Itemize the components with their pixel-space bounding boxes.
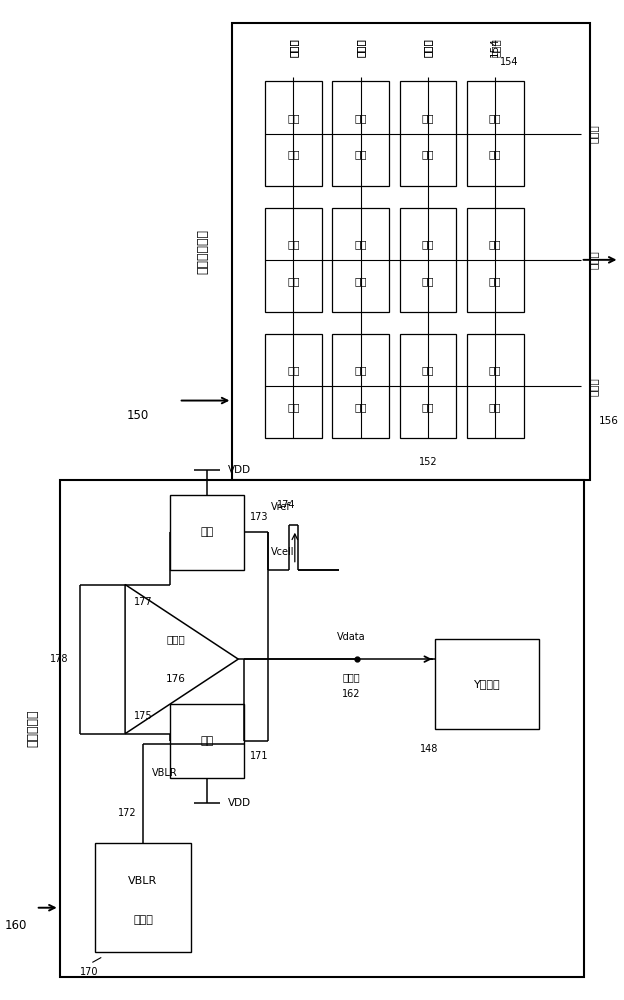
Text: 感测放大器: 感测放大器	[26, 710, 39, 747]
FancyBboxPatch shape	[333, 208, 389, 312]
Text: 存储: 存储	[354, 239, 367, 249]
Text: 176: 176	[166, 674, 186, 684]
Text: 单元: 单元	[287, 149, 300, 159]
FancyBboxPatch shape	[467, 81, 524, 186]
Text: 行位线: 行位线	[589, 124, 599, 143]
Text: 单元: 单元	[422, 402, 434, 412]
Text: 单元: 单元	[354, 149, 367, 159]
Text: 存储: 存储	[354, 365, 367, 375]
Text: 存储: 存储	[489, 239, 502, 249]
FancyBboxPatch shape	[435, 639, 539, 729]
Text: 170: 170	[80, 967, 99, 977]
Text: 单元: 单元	[422, 276, 434, 286]
Text: 178: 178	[50, 654, 69, 664]
Text: 存储: 存储	[287, 239, 300, 249]
Text: 存储: 存储	[287, 113, 300, 123]
FancyBboxPatch shape	[467, 334, 524, 438]
Text: 单元: 单元	[422, 149, 434, 159]
Text: 单元: 单元	[287, 402, 300, 412]
Text: 存储单元阵列: 存储单元阵列	[196, 229, 209, 274]
Text: VDD: VDD	[228, 798, 251, 808]
FancyBboxPatch shape	[232, 23, 590, 480]
Text: 156: 156	[598, 416, 618, 426]
FancyBboxPatch shape	[333, 81, 389, 186]
FancyBboxPatch shape	[265, 334, 321, 438]
Text: Y译码器: Y译码器	[474, 679, 500, 689]
Text: VBLR: VBLR	[152, 768, 178, 778]
Text: 行位线: 行位线	[589, 250, 599, 269]
Text: 单元: 单元	[489, 149, 502, 159]
Text: 存储: 存储	[422, 113, 434, 123]
Text: 列字线: 列字线	[423, 38, 433, 57]
Text: 150: 150	[127, 409, 149, 422]
Text: 175: 175	[134, 711, 153, 721]
Text: 列字线: 列字线	[288, 38, 298, 57]
Text: 单元: 单元	[287, 276, 300, 286]
Text: 174: 174	[277, 500, 295, 510]
FancyBboxPatch shape	[467, 208, 524, 312]
FancyBboxPatch shape	[333, 334, 389, 438]
Text: VBLR: VBLR	[129, 876, 158, 886]
Text: 154: 154	[500, 57, 519, 67]
Text: 单元: 单元	[489, 276, 502, 286]
Text: 存储: 存储	[422, 365, 434, 375]
Text: Vcell: Vcell	[271, 547, 295, 557]
FancyBboxPatch shape	[265, 81, 321, 186]
Text: 存储: 存储	[422, 239, 434, 249]
FancyBboxPatch shape	[399, 208, 456, 312]
Text: 比较器: 比较器	[167, 634, 185, 644]
Text: 存储: 存储	[287, 365, 300, 375]
Text: 列字线: 列字线	[356, 38, 366, 57]
Text: 列字线: 列字线	[356, 38, 366, 57]
Text: 负载: 负载	[200, 527, 213, 537]
Text: 单元: 单元	[354, 276, 367, 286]
Text: 单元: 单元	[354, 402, 367, 412]
Text: 数据线: 数据线	[343, 672, 360, 682]
Text: 单元: 单元	[489, 402, 502, 412]
Text: 列字线: 列字线	[490, 38, 500, 57]
Text: VDD: VDD	[228, 465, 251, 475]
FancyBboxPatch shape	[399, 334, 456, 438]
FancyBboxPatch shape	[238, 33, 583, 470]
Text: 列字线: 列字线	[423, 38, 433, 57]
FancyBboxPatch shape	[399, 81, 456, 186]
Text: 152: 152	[419, 457, 437, 467]
Text: 173: 173	[250, 512, 269, 522]
Text: 产生器: 产生器	[133, 915, 153, 925]
Text: Vdata: Vdata	[337, 632, 366, 642]
FancyBboxPatch shape	[170, 495, 244, 570]
Text: 存储: 存储	[489, 113, 502, 123]
Text: 存储: 存储	[489, 365, 502, 375]
Text: 162: 162	[342, 689, 361, 699]
Text: 列字线: 列字线	[288, 38, 298, 57]
Text: 160: 160	[4, 919, 27, 932]
FancyBboxPatch shape	[59, 480, 583, 977]
Text: 存储: 存储	[354, 113, 367, 123]
Text: 负载: 负载	[200, 736, 213, 746]
FancyBboxPatch shape	[265, 208, 321, 312]
FancyBboxPatch shape	[95, 843, 190, 952]
Text: Vref: Vref	[271, 502, 291, 512]
Text: 177: 177	[134, 597, 153, 607]
FancyBboxPatch shape	[170, 704, 244, 778]
Text: 行位线: 行位线	[589, 377, 599, 396]
Text: 154: 154	[490, 38, 500, 57]
Text: 148: 148	[419, 744, 438, 754]
Text: 172: 172	[119, 808, 137, 818]
Text: 171: 171	[250, 751, 269, 761]
Polygon shape	[125, 585, 238, 734]
